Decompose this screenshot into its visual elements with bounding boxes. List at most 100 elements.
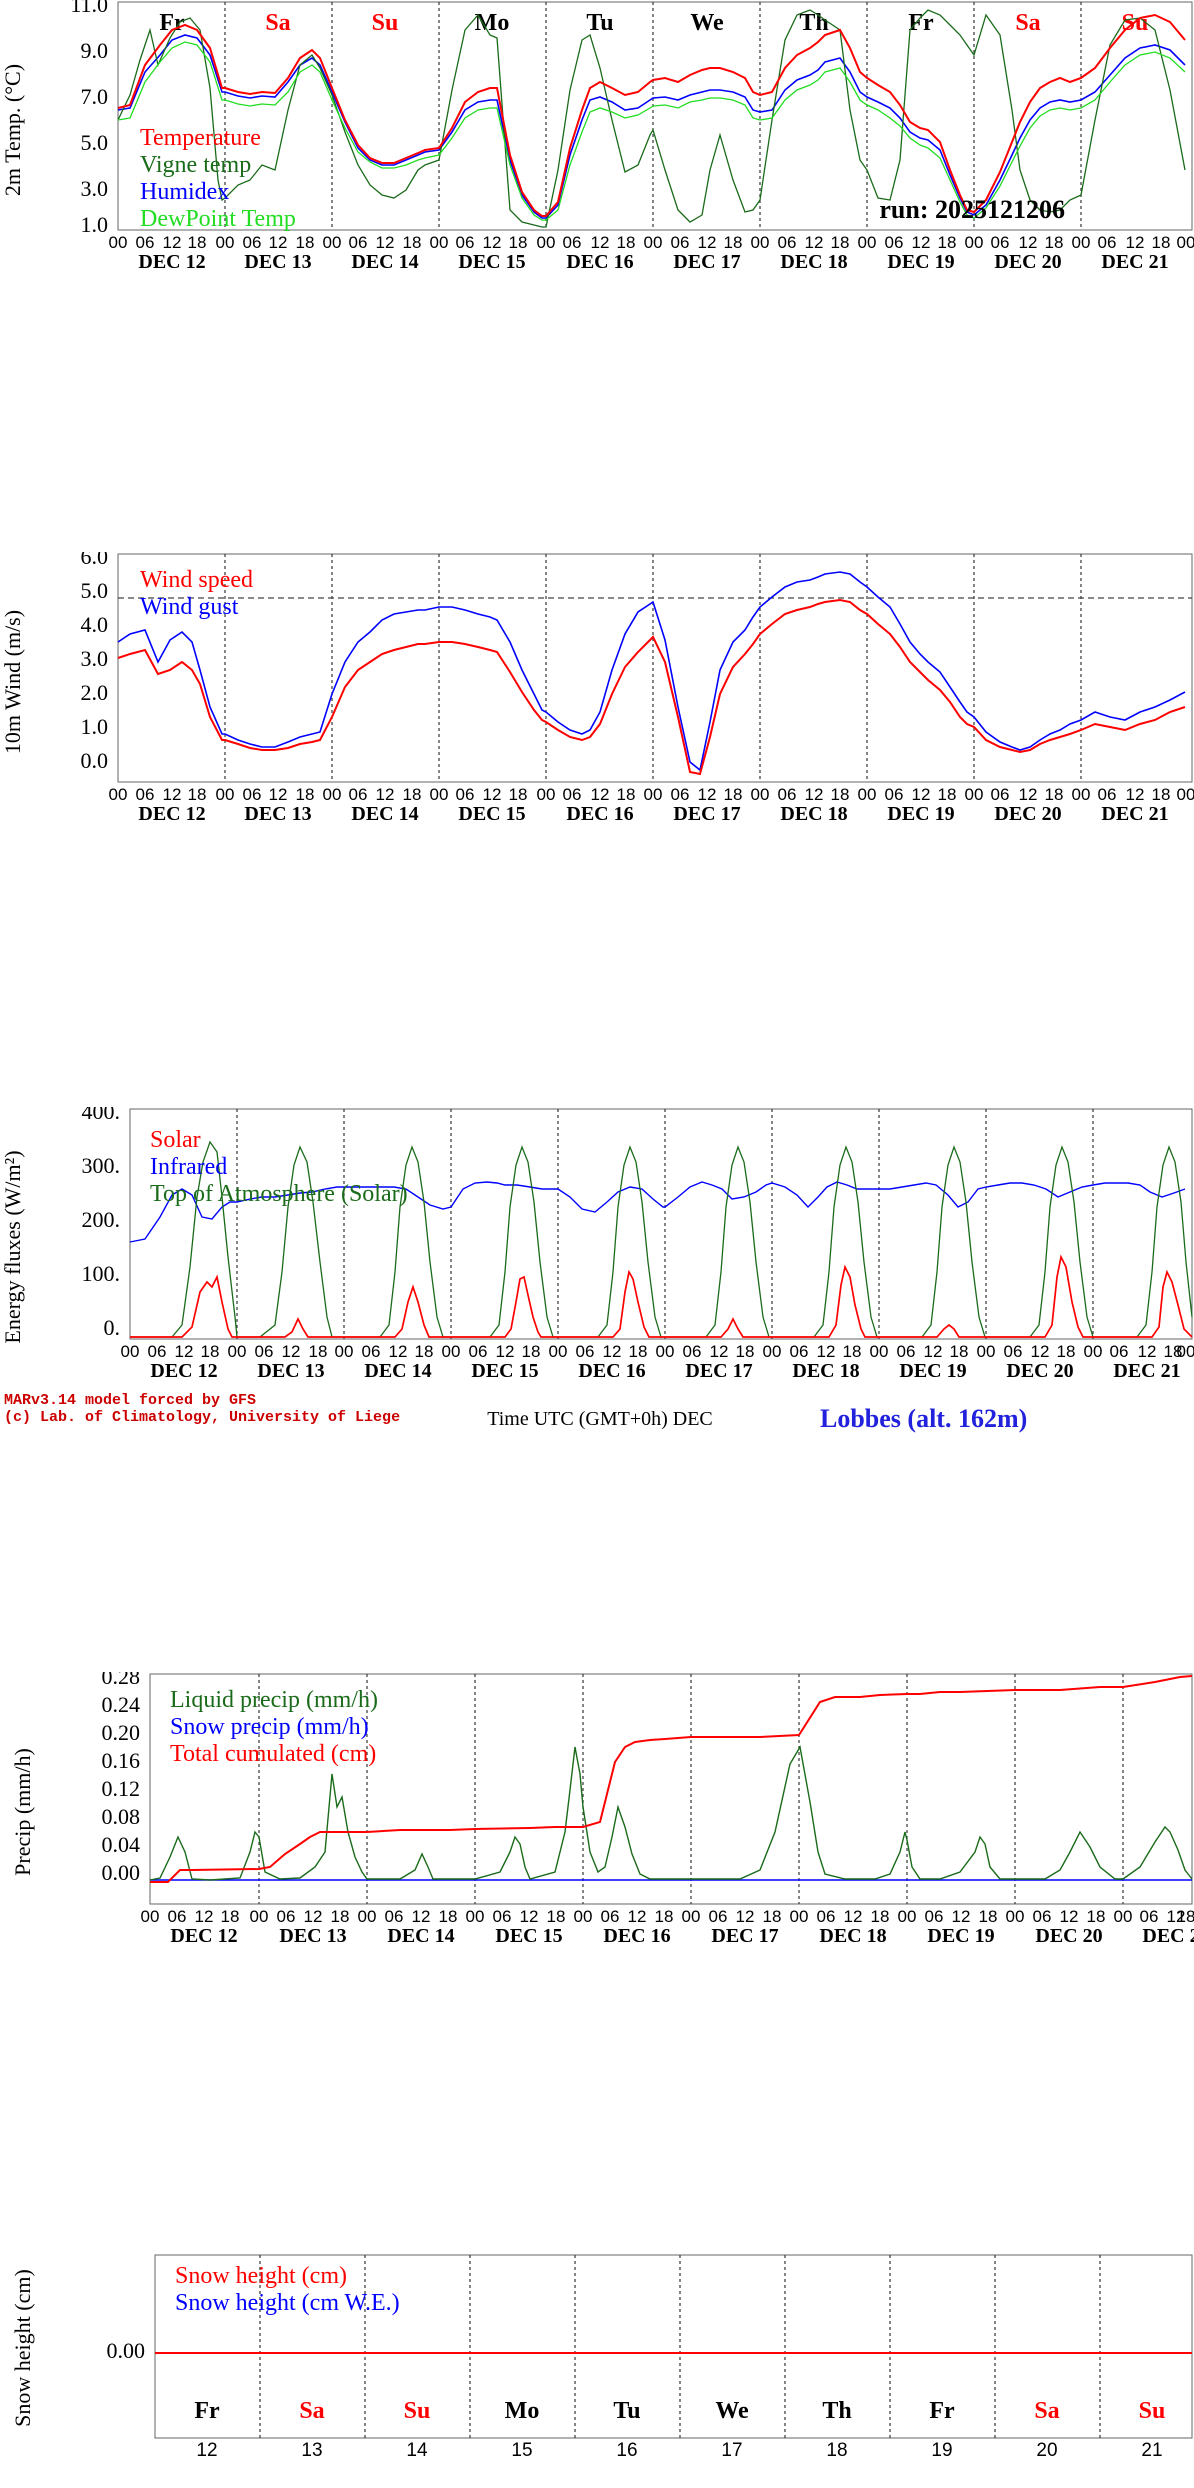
svg-text:12: 12 xyxy=(412,1907,431,1926)
svg-text:18: 18 xyxy=(403,785,422,804)
precip-hour-ticks: 00 06 12 18 00 06 12 18 00 06 12 18 00 06 12 18 00 06… xyxy=(141,1907,1194,1926)
svg-text:00: 00 xyxy=(682,1907,701,1926)
svg-text:18: 18 xyxy=(1087,1907,1106,1926)
wind-date-labels: DEC 12 DEC 13 DEC 14 DEC 15 DEC 16 DEC 17 DE… xyxy=(138,803,1168,822)
svg-text:12: 12 xyxy=(924,1342,943,1361)
svg-text:00: 00 xyxy=(1072,785,1091,804)
svg-text:00: 00 xyxy=(537,233,556,252)
temperature-yticks: 11.0 9.0 7.0 5.0 3.0 1.0 xyxy=(70,0,108,237)
svg-text:06: 06 xyxy=(563,233,582,252)
svg-text:06: 06 xyxy=(148,1342,167,1361)
svg-text:18: 18 xyxy=(831,233,850,252)
svg-text:12: 12 xyxy=(195,1907,214,1926)
svg-text:06: 06 xyxy=(362,1342,381,1361)
svg-text:Tu: Tu xyxy=(613,2398,640,2424)
temperature-dewpoint-line xyxy=(118,42,1185,220)
svg-text:06: 06 xyxy=(1098,233,1117,252)
svg-text:18: 18 xyxy=(1152,785,1171,804)
svg-text:Temperature: Temperature xyxy=(140,125,261,151)
svg-text:18: 18 xyxy=(547,1907,566,1926)
svg-text:15: 15 xyxy=(511,2440,532,2461)
svg-text:DEC 14: DEC 14 xyxy=(351,803,418,822)
svg-text:12: 12 xyxy=(163,233,182,252)
svg-text:Infrared: Infrared xyxy=(150,1154,227,1180)
svg-text:06: 06 xyxy=(255,1342,274,1361)
svg-text:11.0: 11.0 xyxy=(70,0,108,17)
svg-text:06: 06 xyxy=(709,1907,728,1926)
energy-yticks: 400. 300. 200. 100. 0. xyxy=(82,1107,121,1340)
svg-text:100.: 100. xyxy=(82,1261,121,1286)
svg-text:21: 21 xyxy=(1141,2440,1162,2461)
svg-text:18: 18 xyxy=(617,785,636,804)
svg-text:12: 12 xyxy=(912,785,931,804)
svg-text:12: 12 xyxy=(1019,785,1038,804)
svg-text:We: We xyxy=(715,2398,749,2424)
svg-text:06: 06 xyxy=(136,785,155,804)
svg-text:06: 06 xyxy=(136,233,155,252)
svg-text:06: 06 xyxy=(991,785,1010,804)
svg-text:00: 00 xyxy=(323,233,342,252)
svg-text:18: 18 xyxy=(296,233,315,252)
svg-text:00: 00 xyxy=(442,1342,461,1361)
svg-text:DEC 19: DEC 19 xyxy=(887,251,954,270)
temperature-date-labels: DEC 12 DEC 13 DEC 14 DEC 15 DEC 16 DEC 17 DE… xyxy=(138,251,1168,270)
svg-text:DEC 17: DEC 17 xyxy=(685,1360,752,1382)
svg-text:12: 12 xyxy=(591,785,610,804)
svg-text:12: 12 xyxy=(389,1342,408,1361)
svg-text:0.04: 0.04 xyxy=(102,1832,141,1857)
svg-text:Sa: Sa xyxy=(299,2398,324,2424)
svg-text:00: 00 xyxy=(574,1907,593,1926)
panel-energy: 400. 300. 200. 100. 0. Energy fluxes (W/… xyxy=(0,1107,1194,1387)
energy-solar-line xyxy=(130,1257,1192,1337)
svg-text:Snow precip (mm/h): Snow precip (mm/h) xyxy=(170,1714,369,1740)
svg-text:Th: Th xyxy=(822,2398,851,2424)
svg-text:Top of Atmosphere (Solar): Top of Atmosphere (Solar) xyxy=(150,1181,408,1207)
svg-text:06: 06 xyxy=(469,1342,488,1361)
svg-text:12: 12 xyxy=(1060,1907,1079,1926)
svg-text:DEC 19: DEC 19 xyxy=(887,803,954,822)
svg-text:00: 00 xyxy=(216,233,235,252)
svg-text:18: 18 xyxy=(415,1342,434,1361)
svg-text:5.0: 5.0 xyxy=(81,130,109,155)
svg-text:12: 12 xyxy=(805,785,824,804)
svg-text:12: 12 xyxy=(282,1342,301,1361)
svg-text:12: 12 xyxy=(269,233,288,252)
temperature-svg: 11.0 9.0 7.0 5.0 3.0 1.0 2m Temp. (°C) xyxy=(0,0,1194,270)
svg-text:Fr: Fr xyxy=(908,10,934,36)
svg-text:Fr: Fr xyxy=(159,10,185,36)
wind-svg: 6.0 5.0 4.0 3.0 2.0 1.0 0.0 10m Wind (m/… xyxy=(0,552,1194,822)
svg-text:06: 06 xyxy=(385,1907,404,1926)
panel-snowheight: 0.00 Snow height (cm) Snow height (cm) S… xyxy=(0,2253,1194,2488)
svg-text:Total cumulated (cm): Total cumulated (cm) xyxy=(170,1741,376,1767)
wind-hour-ticks: 00 06 12 18 00 06 12 18 00 06 12 18 00 06 12 18 00 06… xyxy=(109,785,1194,804)
svg-text:Liquid precip (mm/h): Liquid precip (mm/h) xyxy=(170,1687,378,1713)
svg-text:18: 18 xyxy=(188,233,207,252)
svg-text:DEC 19: DEC 19 xyxy=(899,1360,966,1382)
energy-toa-line xyxy=(130,1142,1192,1337)
temperature-hour-ticks: 00 06 12 18 00 06 12 18 00 06 12 18 00 06 12 18 00 06… xyxy=(109,233,1194,252)
svg-text:6.0: 6.0 xyxy=(81,552,109,569)
station-label: Lobbes (alt. 162m) xyxy=(820,1404,1027,1434)
temperature-legend: Temperature Vigne temp Humidex DewPoint … xyxy=(140,125,296,232)
svg-text:DEC 15: DEC 15 xyxy=(458,251,525,270)
svg-text:06: 06 xyxy=(1098,785,1117,804)
svg-text:06: 06 xyxy=(925,1907,944,1926)
svg-text:DEC 16: DEC 16 xyxy=(566,803,633,822)
temperature-ylabel: 2m Temp. (°C) xyxy=(0,64,25,196)
svg-text:00: 00 xyxy=(1177,233,1194,252)
svg-text:18: 18 xyxy=(831,785,850,804)
svg-text:18: 18 xyxy=(309,1342,328,1361)
svg-text:12: 12 xyxy=(805,233,824,252)
svg-text:Wind speed: Wind speed xyxy=(140,567,253,593)
svg-text:18: 18 xyxy=(1057,1342,1076,1361)
svg-text:06: 06 xyxy=(1140,1907,1159,1926)
svg-text:00: 00 xyxy=(858,785,877,804)
temperature-humidex-line xyxy=(118,35,1185,218)
svg-text:12: 12 xyxy=(483,233,502,252)
svg-text:18: 18 xyxy=(1045,233,1064,252)
svg-text:0.08: 0.08 xyxy=(102,1804,141,1829)
svg-text:DEC 16: DEC 16 xyxy=(603,1925,670,1947)
svg-text:00: 00 xyxy=(430,785,449,804)
svg-text:0.12: 0.12 xyxy=(102,1776,141,1801)
svg-text:06: 06 xyxy=(456,233,475,252)
